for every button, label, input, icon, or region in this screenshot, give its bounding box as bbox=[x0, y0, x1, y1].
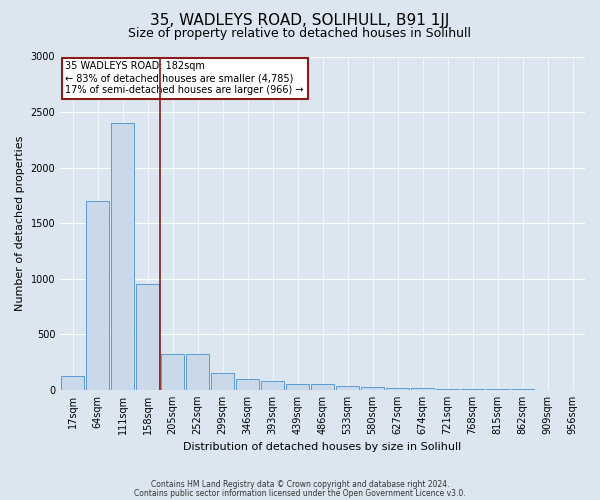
Text: Contains HM Land Registry data © Crown copyright and database right 2024.: Contains HM Land Registry data © Crown c… bbox=[151, 480, 449, 489]
Bar bbox=[136, 284, 159, 390]
Bar bbox=[236, 378, 259, 390]
Bar bbox=[286, 384, 309, 390]
Bar bbox=[86, 201, 109, 390]
Bar bbox=[161, 354, 184, 390]
Bar bbox=[386, 388, 409, 390]
Text: 35, WADLEYS ROAD, SOLIHULL, B91 1JJ: 35, WADLEYS ROAD, SOLIHULL, B91 1JJ bbox=[151, 12, 449, 28]
Bar bbox=[262, 382, 284, 390]
Bar bbox=[61, 376, 84, 390]
Y-axis label: Number of detached properties: Number of detached properties bbox=[15, 136, 25, 311]
Text: 35 WADLEYS ROAD: 182sqm
← 83% of detached houses are smaller (4,785)
17% of semi: 35 WADLEYS ROAD: 182sqm ← 83% of detache… bbox=[65, 62, 304, 94]
X-axis label: Distribution of detached houses by size in Solihull: Distribution of detached houses by size … bbox=[184, 442, 462, 452]
Text: Size of property relative to detached houses in Solihull: Size of property relative to detached ho… bbox=[128, 28, 472, 40]
Bar bbox=[112, 123, 134, 390]
Bar bbox=[436, 389, 459, 390]
Text: Contains public sector information licensed under the Open Government Licence v3: Contains public sector information licen… bbox=[134, 490, 466, 498]
Bar bbox=[361, 387, 384, 390]
Bar bbox=[211, 372, 234, 390]
Bar bbox=[412, 388, 434, 390]
Bar bbox=[311, 384, 334, 390]
Bar bbox=[187, 354, 209, 390]
Bar bbox=[337, 386, 359, 390]
